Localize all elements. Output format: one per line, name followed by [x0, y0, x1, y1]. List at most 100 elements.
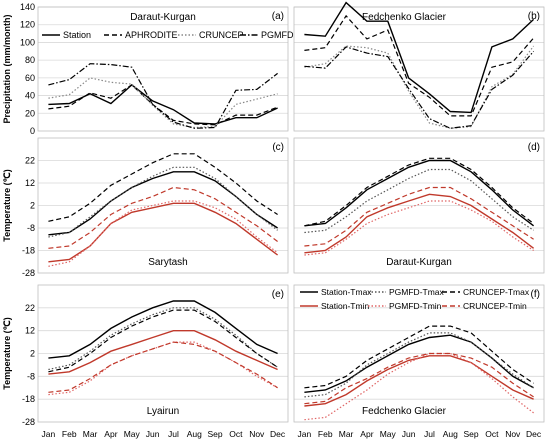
x-tick-label: Apr [104, 429, 117, 439]
panel-title: Fedchenko Glacier [362, 406, 447, 417]
y-axis-label: Temperature (℃) [2, 169, 12, 241]
series-line-cruncep-tmin [304, 352, 534, 405]
series-line-cruncep-tmax [48, 309, 278, 373]
y-tick-label: 22 [25, 156, 35, 166]
legend-entry-station: Station [63, 30, 91, 40]
x-tick-label: Oct [485, 429, 499, 439]
series-line-pgmfd-tmax [48, 307, 278, 371]
y-tick-label: 0 [30, 126, 35, 136]
y-tick-label: -28 [22, 268, 35, 278]
x-tick-label: Feb [318, 429, 333, 439]
series-line-pgmfd-tmin [48, 341, 278, 396]
panel-title: Fedchenko Glacier [362, 12, 447, 23]
x-tick-label: Oct [229, 429, 243, 439]
series-line-cruncep [48, 77, 278, 129]
plot-frame [37, 6, 289, 132]
legend-entry-pgmfd-tmin: PGMFD-Tmin [389, 301, 442, 311]
series-line-aphrodite [48, 84, 278, 126]
panel-label: (d) [528, 142, 540, 153]
series-line-pgmfd-tmin [48, 200, 278, 267]
panel-a: 0 20 40 60 80 100 120 140 (a) Daraut-Kurgan Precip… [2, 2, 289, 136]
y-tick-label: 140 [20, 2, 35, 12]
panel-label: (e) [272, 289, 284, 300]
series-line-station-tmin [48, 330, 278, 375]
legend-entry-cruncep-tmax: CRUNCEP-Tmax [463, 287, 530, 297]
legend-entry-cruncep: CRUNCEP [199, 30, 244, 40]
plot-frame [37, 284, 289, 423]
series-line-cruncep-tmin [48, 186, 278, 249]
y-axis-label: Precipitation (mm/month) [2, 14, 12, 123]
series-line-station [48, 83, 278, 125]
x-tick-label: Jun [402, 429, 416, 439]
series-line-pgmfd [48, 63, 278, 129]
series-line-cruncep-tmin [48, 341, 278, 393]
plot-frame [293, 6, 545, 132]
panel-title: Sarytash [148, 257, 187, 268]
x-tick-label: Jul [424, 429, 435, 439]
panel-label: (f) [531, 289, 540, 300]
y-tick-label: -18 [22, 246, 35, 256]
series-line-cruncep-tmax [304, 157, 534, 227]
x-tick-label: Jul [168, 429, 179, 439]
x-tick-label: Dec [270, 429, 286, 439]
panel-d: (d) Daraut-Kurgan [293, 137, 545, 274]
y-tick-label: -28 [22, 417, 35, 427]
panel-title: Lyairun [147, 406, 179, 417]
legend-entry-pgmfd-tmax: PGMFD-Tmax [389, 287, 445, 297]
x-tick-label: Jun [146, 429, 160, 439]
series-line-pgmfd-tmin [304, 352, 534, 421]
series-line-pgmfd [304, 46, 535, 129]
legend-entry-aphrodite: APHRODITE [125, 30, 178, 40]
series-line-station-tmin [304, 193, 535, 254]
panel-b: (b) Fedchenko Glacier [293, 1, 545, 132]
panel-f: (f) Fedchenko Glacier [293, 284, 545, 423]
x-tick-label: Sep [208, 429, 223, 439]
series-line-station [304, 1, 535, 114]
series-line-station-tmin [304, 355, 534, 407]
series-line-cruncep-tmax [48, 153, 278, 222]
series-line-station-tmax [304, 159, 535, 227]
series-line-aphrodite [304, 14, 535, 117]
x-tick-label: Nov [505, 429, 521, 439]
series-line-pgmfd-tmax [304, 168, 534, 234]
y-axis-label: Temperature (℃) [2, 317, 12, 389]
series-line-pgmfd-tmin [304, 200, 534, 256]
legend-precipitation: Station APHRODITE CRUNCEP PGMFD [42, 30, 294, 40]
y-tick-label: -18 [22, 394, 35, 404]
y-tick-label: 2 [30, 349, 35, 359]
panel-label: (c) [272, 142, 284, 153]
plot-frame [37, 137, 289, 274]
y-tick-label: 20 [25, 108, 35, 118]
series-line-pgmfd-tmax [48, 166, 278, 238]
y-tick-label: -8 [27, 371, 35, 381]
x-tick-label: Feb [62, 429, 77, 439]
y-tick-label: 12 [25, 178, 35, 188]
panel-c: -28 -18 -8 2 12 22 (c) Sarytash Temperature (℃) [2, 137, 289, 278]
series-line-station-tmax [48, 300, 278, 359]
x-tick-label: Aug [443, 429, 458, 439]
series-line-cruncep [304, 45, 535, 129]
x-tick-label: Aug [187, 429, 202, 439]
y-tick-label: 120 [20, 20, 35, 30]
panel-label: (a) [272, 11, 284, 22]
panel-label: (b) [528, 11, 540, 22]
x-tick-label: Mar [83, 429, 98, 439]
legend-entry-station-tmax: Station-Tmax [321, 287, 372, 297]
y-tick-label: 22 [25, 303, 35, 313]
x-tick-label: May [124, 429, 141, 439]
panel-title: Daraut-Kurgan [386, 257, 452, 268]
x-tick-label: May [380, 429, 397, 439]
legend-entry-pgmfd: PGMFD [261, 30, 294, 40]
plot-frame [293, 284, 545, 423]
x-tick-label: Jan [42, 429, 56, 439]
y-tick-label: 60 [25, 73, 35, 83]
x-tick-label: Apr [360, 429, 373, 439]
series-line-cruncep-tmax [304, 325, 534, 389]
y-tick-label: 12 [25, 326, 35, 336]
series-line-station-tmin [48, 202, 279, 263]
x-tick-label: Dec [526, 429, 542, 439]
x-tick-label: Jan [298, 429, 312, 439]
x-tick-label: Mar [339, 429, 354, 439]
panel-title: Daraut-Kurgan [130, 12, 196, 23]
